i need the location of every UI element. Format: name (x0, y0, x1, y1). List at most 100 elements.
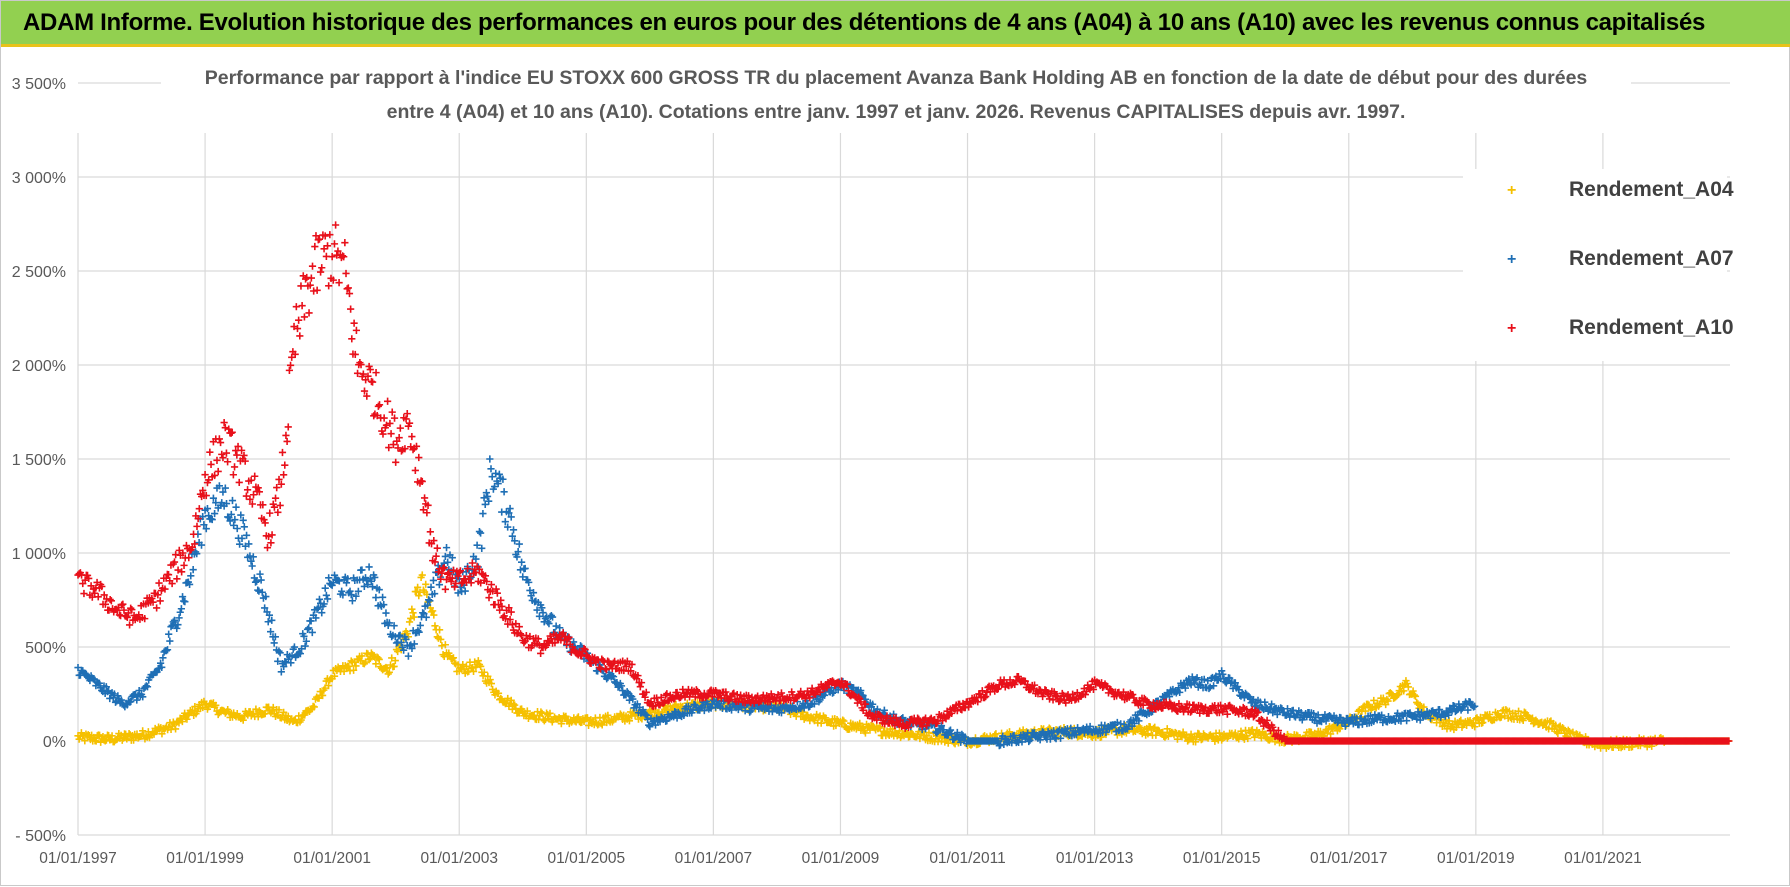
data-point (372, 593, 380, 602)
data-point (161, 585, 169, 593)
data-point (176, 608, 184, 616)
x-tick-label: 01/01/2015 (1183, 850, 1261, 867)
data-point (1027, 733, 1035, 742)
data-point (419, 609, 427, 617)
data-point (119, 600, 127, 608)
data-series (74, 221, 1733, 752)
data-point (102, 683, 110, 691)
data-point (853, 699, 862, 707)
data-point (300, 632, 308, 640)
data-point (529, 589, 538, 597)
data-point (441, 552, 449, 561)
data-point (231, 516, 239, 524)
data-point (357, 361, 365, 369)
data-point (149, 729, 157, 737)
data-point (456, 567, 465, 575)
data-point (274, 508, 282, 516)
data-point (1071, 696, 1079, 704)
data-point (1113, 718, 1121, 727)
data-point (139, 727, 147, 735)
data-point (429, 607, 437, 615)
data-point (352, 326, 361, 334)
data-point (940, 726, 948, 734)
data-point (1019, 731, 1027, 739)
data-point (155, 579, 163, 587)
data-point (80, 589, 88, 598)
data-point (857, 686, 865, 695)
data-point (538, 604, 546, 612)
data-point (285, 366, 294, 374)
data-point (475, 565, 484, 573)
data-point (297, 716, 305, 724)
data-point (387, 430, 395, 438)
data-point (202, 491, 210, 500)
data-point (508, 532, 516, 540)
data-point (108, 732, 116, 740)
data-point (188, 706, 197, 715)
data-point (444, 570, 452, 578)
data-point (1322, 717, 1330, 725)
data-point (629, 695, 637, 703)
data-point (1277, 704, 1285, 712)
data-point (295, 316, 303, 324)
data-point (1476, 713, 1485, 721)
data-point (859, 691, 867, 700)
data-point (509, 700, 518, 708)
data-point (980, 694, 989, 702)
data-point (1163, 725, 1171, 733)
data-point (405, 419, 414, 427)
data-point (183, 715, 191, 723)
data-point (892, 714, 900, 722)
data-point (349, 666, 358, 674)
data-point (480, 668, 488, 676)
data-point (412, 442, 421, 450)
data-point (200, 521, 208, 529)
data-point (429, 576, 438, 585)
data-point (875, 724, 883, 732)
data-point (1144, 730, 1152, 738)
data-point (488, 473, 496, 481)
data-point (861, 729, 870, 737)
data-point (278, 448, 287, 457)
data-point (1159, 728, 1167, 736)
data-point (1464, 706, 1472, 714)
data-point (546, 709, 554, 717)
legend-marker-a07: + (1507, 251, 1517, 268)
data-point (659, 699, 668, 707)
data-point (1191, 679, 1199, 687)
data-point (496, 606, 504, 614)
data-point (516, 566, 525, 574)
data-point (426, 597, 434, 605)
data-point (1226, 674, 1234, 682)
data-point (170, 616, 179, 624)
data-point (551, 639, 559, 647)
data-point (1274, 726, 1283, 735)
data-point (1180, 680, 1188, 689)
data-point (1231, 729, 1239, 737)
data-point (1471, 702, 1479, 710)
page-title: ADAM Informe. Evolution historique des p… (23, 9, 1706, 36)
data-point (475, 528, 484, 536)
data-point (1136, 724, 1144, 732)
data-point (1192, 738, 1200, 746)
data-point (533, 606, 541, 614)
data-point (247, 476, 255, 484)
data-point (260, 516, 268, 524)
data-point (414, 583, 422, 591)
series-a10 (74, 221, 1733, 745)
data-point (254, 484, 262, 492)
data-point (296, 332, 304, 340)
data-point (435, 581, 443, 589)
data-point (323, 595, 332, 603)
data-point (663, 717, 671, 725)
data-point (1420, 703, 1428, 711)
data-point (830, 688, 838, 696)
data-point (1206, 683, 1214, 691)
data-point (537, 649, 545, 657)
data-point (999, 679, 1007, 687)
data-point (367, 577, 375, 585)
data-point (507, 696, 515, 704)
data-point (153, 668, 161, 676)
data-point (164, 571, 173, 579)
data-point (262, 592, 270, 601)
